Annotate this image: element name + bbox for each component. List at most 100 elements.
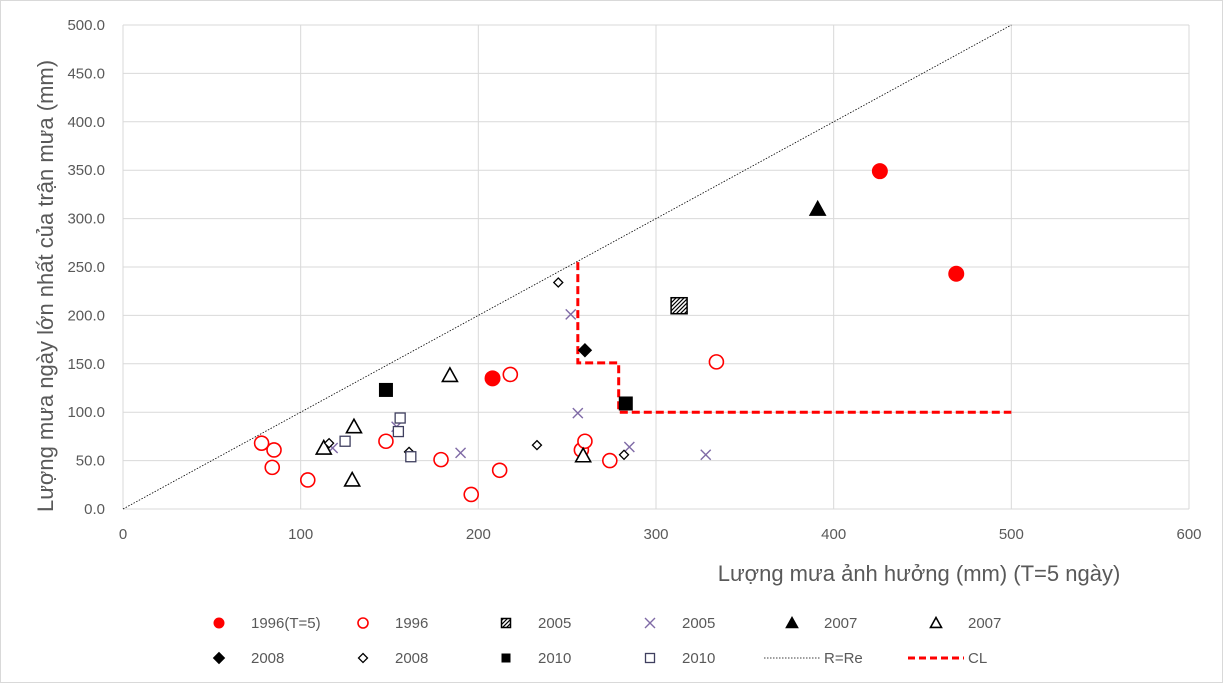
legend-item: R=Re	[764, 650, 863, 667]
legend-item: CL	[908, 650, 987, 667]
legend-item: 2010	[644, 650, 715, 667]
data-markers	[253, 163, 965, 503]
legend-item: 2007	[929, 615, 1001, 632]
marker-square-filled	[618, 396, 633, 411]
marker-triangle-open	[345, 417, 363, 434]
legend-item: 2008	[212, 650, 284, 667]
marker-circle-open	[433, 451, 449, 468]
legend-label: CL	[968, 650, 987, 667]
legend-label: 2005	[682, 615, 715, 632]
marker-diamond-open	[618, 449, 630, 461]
marker-circle-filled	[484, 370, 501, 387]
marker-x	[572, 407, 584, 419]
series-line-cl	[576, 262, 1012, 414]
marker-x	[623, 441, 635, 453]
legend-label: 2010	[682, 650, 715, 667]
marker-diamond-filled	[577, 343, 593, 358]
marker-diamond-open	[323, 437, 335, 449]
marker-circle-filled	[871, 163, 888, 180]
legend-label: 2008	[251, 650, 284, 667]
legend-swatch-triangle-open	[929, 615, 943, 629]
marker-circle-open	[266, 442, 282, 458]
legend-label: 2010	[538, 650, 571, 667]
legend-label: 2008	[395, 650, 428, 667]
marker-circle-open	[491, 462, 508, 479]
legend-swatch-x	[644, 617, 656, 629]
marker-circle-open	[299, 472, 316, 488]
legend-swatch-diamond-open	[357, 652, 369, 664]
marker-circle-open	[253, 435, 270, 451]
marker-circle-filled	[948, 265, 965, 282]
marker-circle-open	[708, 354, 725, 370]
legend-item: 1996	[357, 615, 428, 632]
legend-swatch-square-filled	[501, 653, 511, 663]
y-tick-label: 50.0	[76, 453, 105, 470]
legend-label: 1996(T=5)	[251, 615, 321, 632]
x-tick-label: 200	[466, 526, 491, 543]
legend: 1996(T=5) 1996 2005 2005 2007 2007 2008 2008 201…	[212, 615, 1001, 667]
legend-item: 2010	[501, 650, 571, 667]
marker-circle-open	[463, 486, 480, 503]
marker-circle-open	[602, 452, 618, 469]
y-tick-label: 100.0	[67, 404, 105, 421]
legend-swatch-circle-open	[357, 617, 369, 629]
marker-circle-open	[577, 433, 593, 450]
marker-square-open	[394, 412, 406, 424]
y-tick-label: 250.0	[67, 259, 105, 276]
x-tick-label: 300	[643, 526, 668, 543]
legend-swatch-circle-filled	[213, 617, 225, 629]
marker-square-open	[405, 451, 417, 463]
x-tick-label: 500	[999, 526, 1024, 543]
y-tick-label: 200.0	[67, 307, 105, 324]
marker-circle-open	[378, 433, 394, 450]
tick-labels: 0 100 200 300 400 500 600 0.0 50.0 100.0 150.0 200.…	[67, 17, 1201, 543]
marker-diamond-open	[531, 439, 543, 451]
y-tick-label: 350.0	[67, 162, 105, 179]
y-axis-title: Lượng mưa ngày lớn nhất của trận mưa (mm…	[33, 60, 58, 512]
legend-swatch-triangle-filled	[785, 615, 799, 629]
legend-item: 2008	[357, 650, 428, 667]
x-tick-label: 400	[821, 526, 846, 543]
x-tick-label: 600	[1176, 526, 1201, 543]
marker-diamond-open	[552, 277, 564, 288]
y-tick-label: 500.0	[67, 17, 105, 34]
legend-label: 1996	[395, 615, 428, 632]
y-tick-label: 300.0	[67, 211, 105, 228]
legend-swatch-diamond-filled	[212, 651, 226, 665]
marker-triangle-filled	[808, 199, 827, 216]
reference-lines	[122, 24, 1012, 510]
legend-label: R=Re	[824, 650, 863, 667]
marker-x	[455, 447, 467, 459]
y-tick-label: 150.0	[67, 356, 105, 373]
x-tick-label: 100	[288, 526, 313, 543]
legend-item: 2007	[785, 615, 857, 632]
x-tick-label: 0	[119, 526, 127, 543]
legend-item: 2005	[500, 615, 571, 632]
marker-circle-open	[502, 366, 519, 383]
marker-triangle-open	[314, 438, 333, 455]
marker-square-open	[392, 425, 405, 438]
legend-item: 2005	[644, 615, 715, 632]
marker-square-open	[339, 435, 351, 447]
x-axis-title: Lượng mưa ảnh hưởng (mm) (T=5 ngày)	[718, 561, 1121, 586]
y-tick-label: 400.0	[67, 114, 105, 131]
marker-triangle-open	[343, 470, 362, 487]
marker-circle-open	[264, 459, 281, 476]
legend-swatch-square-open	[644, 652, 656, 664]
marker-x	[565, 308, 577, 320]
y-tick-label: 450.0	[67, 65, 105, 82]
legend-swatch-square-hatched	[500, 617, 512, 629]
grid-layer	[122, 24, 1190, 510]
legend-item: 1996(T=5)	[213, 615, 321, 632]
legend-label: 2007	[824, 615, 857, 632]
legend-label: 2005	[538, 615, 571, 632]
y-tick-label: 0.0	[84, 501, 105, 518]
legend-label: 2007	[968, 615, 1001, 632]
marker-triangle-open	[441, 366, 459, 383]
marker-square-filled	[378, 382, 393, 397]
marker-x	[700, 449, 712, 461]
series-line-r-equals-re	[122, 24, 1012, 510]
marker-square-hatched	[670, 296, 688, 315]
